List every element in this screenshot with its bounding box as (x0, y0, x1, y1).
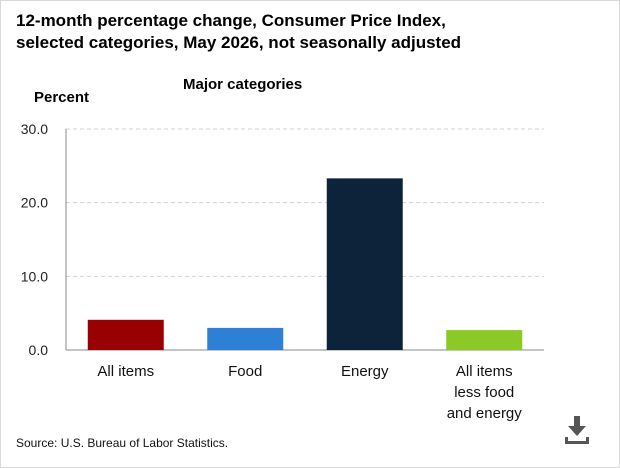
category-label: and energy (447, 405, 523, 422)
chart-title: 12-month percentage change, Consumer Pri… (16, 10, 596, 54)
category-label: All items (97, 363, 154, 380)
category-label: All items (456, 363, 513, 380)
bar (326, 178, 403, 350)
bar (87, 319, 164, 350)
y-tick-label: 30.0 (21, 121, 48, 137)
bar (207, 327, 284, 350)
category-label: Energy (341, 363, 389, 380)
download-icon[interactable] (562, 414, 592, 446)
y-tick-label: 20.0 (21, 195, 48, 211)
y-axis-label: Percent (34, 89, 90, 106)
category-label: less food (454, 384, 514, 401)
y-tick-label: 10.0 (21, 268, 48, 284)
chart-title-line-1: 12-month percentage change, Consumer Pri… (16, 11, 446, 30)
category-label: Food (228, 363, 262, 380)
source-note: Source: U.S. Bureau of Labor Statistics. (16, 436, 229, 450)
panel-title: Major categories (183, 76, 303, 93)
y-tick-label: 0.0 (29, 342, 49, 358)
chart-title-line-2: selected categories, May 2026, not seaso… (16, 33, 462, 52)
bar (446, 330, 523, 350)
